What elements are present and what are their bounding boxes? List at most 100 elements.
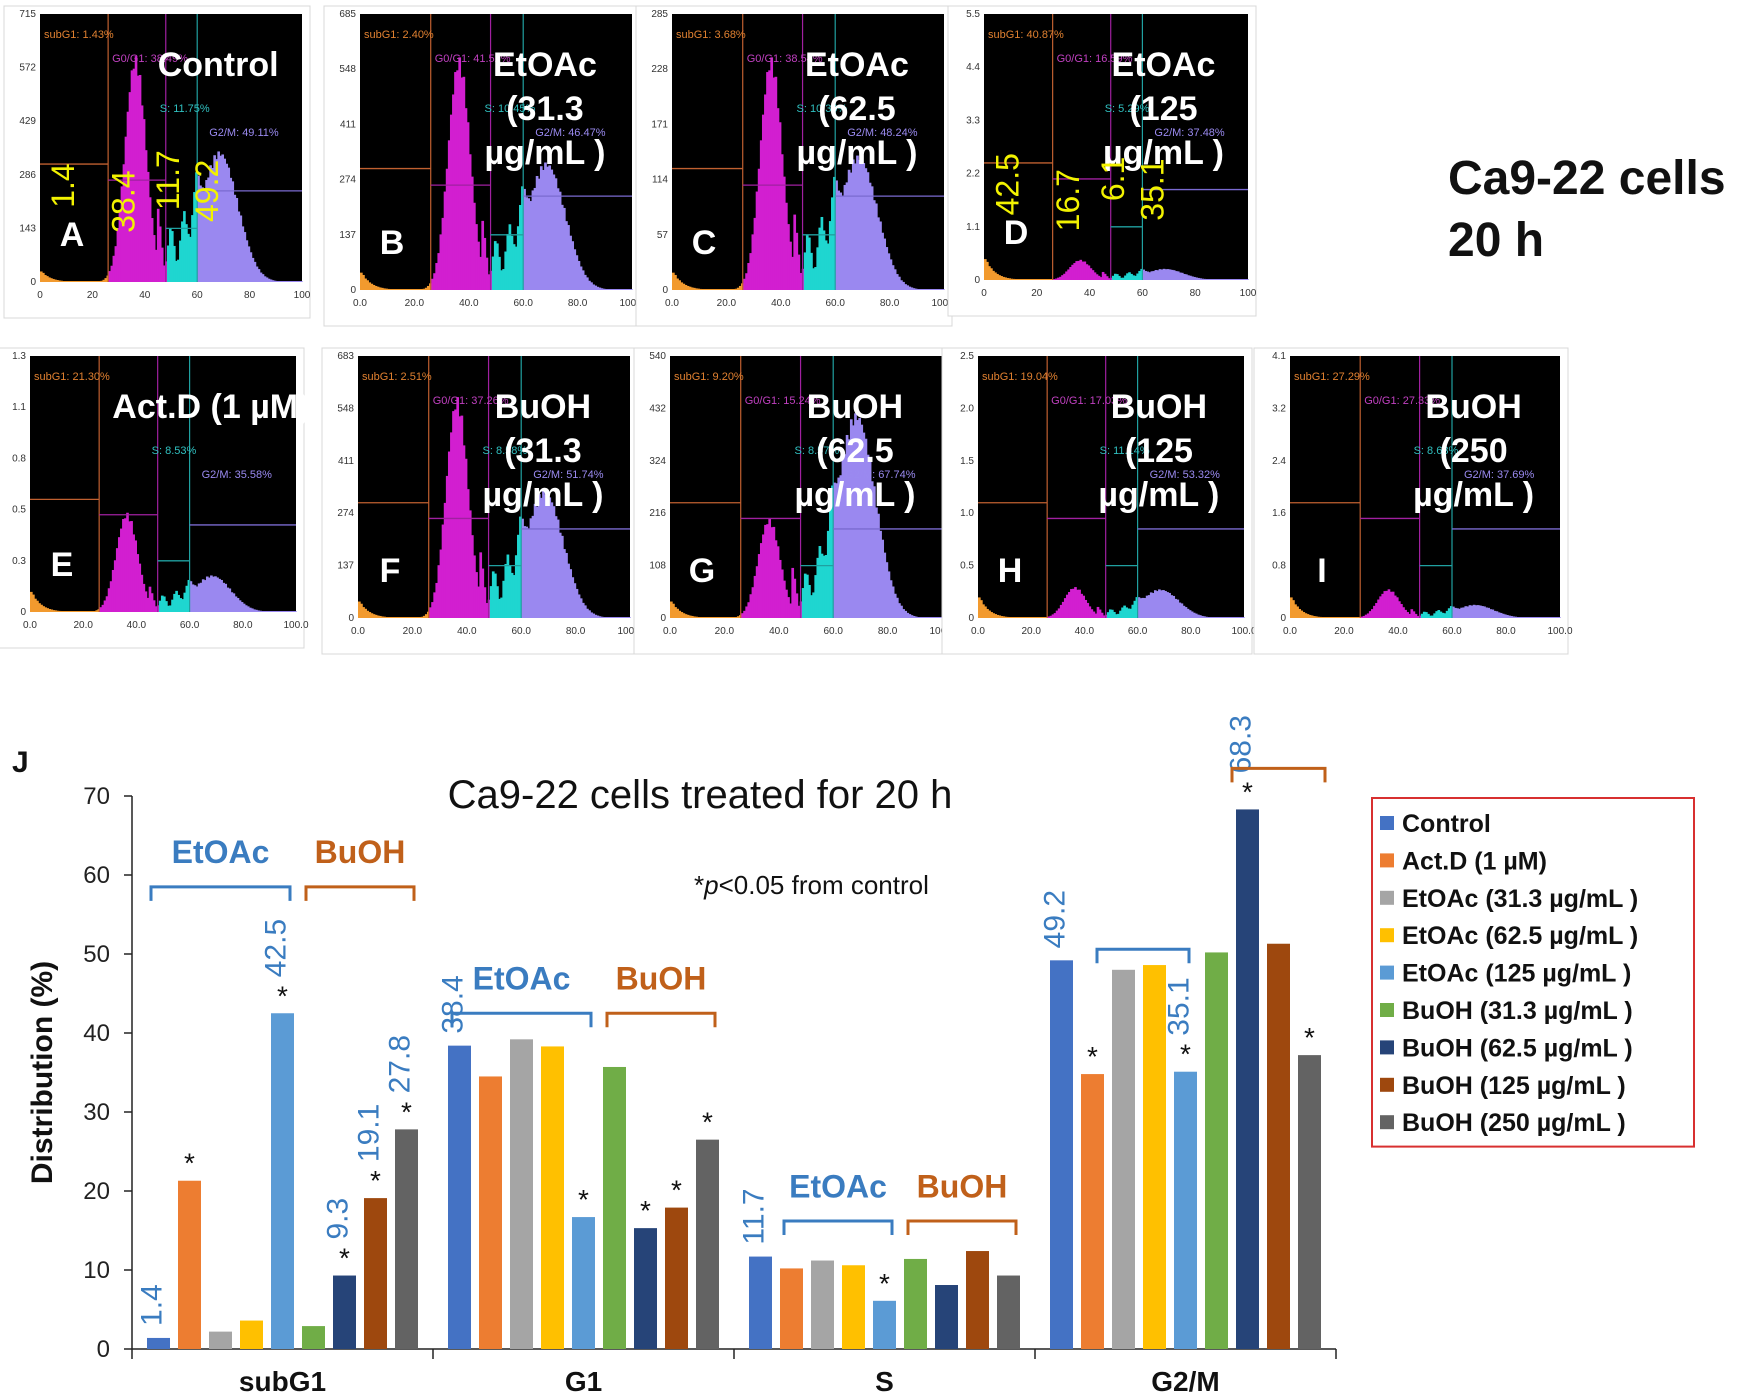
- histogram-bin: [791, 567, 795, 618]
- legend-swatch: [1380, 1077, 1394, 1092]
- panel-letter: A: [60, 216, 85, 254]
- histogram-bin: [124, 136, 128, 282]
- histogram-bin: [533, 187, 537, 290]
- histogram-bin: [84, 281, 87, 282]
- histogram-bin: [1551, 617, 1555, 618]
- y-tick-label: 540: [649, 351, 666, 362]
- histogram-bin: [539, 166, 543, 290]
- x-tick-label: 80.0: [568, 298, 588, 309]
- histogram-bin: [364, 608, 367, 618]
- side-title-line2: 20 h: [1448, 214, 1545, 267]
- histogram-bin: [732, 289, 736, 290]
- histogram-bin: [1195, 277, 1198, 280]
- histogram-bin: [709, 289, 713, 290]
- histogram-bin: [910, 287, 914, 290]
- histogram-bin: [473, 555, 476, 618]
- legend-label: EtOAc (62.5 µg/mL ): [1402, 922, 1638, 950]
- histogram-bin: [803, 573, 807, 618]
- histogram-bin: [998, 615, 1002, 618]
- y-tick-label: 274: [337, 508, 354, 519]
- histogram-bin: [1189, 275, 1192, 280]
- y-tick-label: 1.1: [12, 402, 26, 413]
- histogram-bin: [755, 566, 759, 618]
- histogram-bin: [1191, 276, 1194, 280]
- histogram-bin: [250, 608, 254, 612]
- histogram-bin: [787, 224, 790, 290]
- histogram-bin: [113, 560, 117, 612]
- histogram-bin: [805, 234, 809, 290]
- histogram-bin: [275, 611, 279, 612]
- value-label: 1.4: [136, 1284, 169, 1326]
- histogram-bin: [602, 288, 606, 290]
- histogram-bin: [229, 177, 233, 282]
- histogram-bin: [1151, 593, 1155, 618]
- histogram-bin: [283, 281, 287, 282]
- histogram-bin: [168, 228, 172, 282]
- histogram-bin: [521, 186, 524, 290]
- histogram-bin: [596, 286, 600, 290]
- histogram-bin: [1180, 603, 1184, 618]
- panel-title-line: µg/mL ): [1098, 476, 1219, 514]
- histogram-bin: [1182, 605, 1186, 618]
- histogram-bin: [795, 232, 799, 290]
- histogram-bin: [1458, 608, 1461, 618]
- histogram-bin: [1402, 607, 1405, 618]
- x-tick-label: 60.0: [823, 626, 843, 637]
- histogram-bin: [715, 289, 719, 290]
- histogram-bin: [1038, 279, 1042, 280]
- histogram-bin: [163, 596, 166, 612]
- histogram-bin: [904, 284, 907, 290]
- histogram-bin: [391, 289, 395, 290]
- histogram-bin: [242, 603, 246, 612]
- histogram-bin: [686, 285, 690, 290]
- histogram-bin: [1183, 273, 1186, 280]
- histogram-bin: [162, 265, 166, 282]
- histogram-bin: [1526, 617, 1530, 618]
- histogram-bin: [1091, 270, 1095, 280]
- histogram-bin: [470, 176, 474, 290]
- histogram-bin: [1383, 591, 1387, 618]
- histogram-bin: [615, 289, 618, 290]
- histogram-bin: [74, 281, 77, 282]
- group-label-buoh: BuOH: [917, 1168, 1008, 1204]
- histogram-bin: [529, 201, 533, 290]
- histogram-bin: [130, 70, 134, 282]
- histogram-bin: [527, 528, 531, 618]
- legend-swatch: [1380, 1003, 1394, 1017]
- histogram-bin: [99, 607, 103, 612]
- x-tick-label: 20.0: [1021, 626, 1041, 637]
- histogram-bin: [858, 159, 861, 290]
- histogram-bin: [879, 530, 882, 618]
- significance-star: *: [277, 980, 288, 1011]
- significance-star: *: [1087, 1041, 1098, 1072]
- histogram-bin: [550, 502, 554, 618]
- histogram-bin: [72, 611, 76, 612]
- histogram-bin: [374, 614, 378, 618]
- histogram-bin: [118, 211, 122, 282]
- y-tick-label: 0.8: [12, 453, 26, 464]
- bar-buoh-250-g-ml--subg1: [395, 1129, 418, 1349]
- histogram-bin: [207, 177, 210, 282]
- histogram-bin: [401, 289, 405, 290]
- histogram-bin: [843, 184, 847, 290]
- histogram-bin: [893, 269, 897, 290]
- histogram-bin: [362, 607, 365, 618]
- histogram-bin: [248, 607, 252, 612]
- x-tick-label: 100.0: [1547, 626, 1572, 637]
- histogram-bin: [1354, 617, 1358, 618]
- histogram-bin: [751, 234, 755, 290]
- histogram-bin: [1139, 598, 1143, 618]
- histogram-bin: [1243, 279, 1247, 280]
- histogram-bin: [1512, 616, 1515, 618]
- histogram-bin: [988, 610, 991, 618]
- histogram-bin: [81, 611, 84, 612]
- histogram-bin: [1160, 590, 1163, 618]
- histogram-bin: [1514, 616, 1517, 618]
- histogram-bin: [1398, 601, 1401, 618]
- histogram-bin: [548, 165, 551, 290]
- histogram-bin: [895, 274, 899, 290]
- histogram-bin: [831, 485, 834, 618]
- histogram-bin: [1211, 279, 1215, 280]
- histogram-bin: [383, 616, 386, 618]
- histogram-bin: [1485, 607, 1488, 618]
